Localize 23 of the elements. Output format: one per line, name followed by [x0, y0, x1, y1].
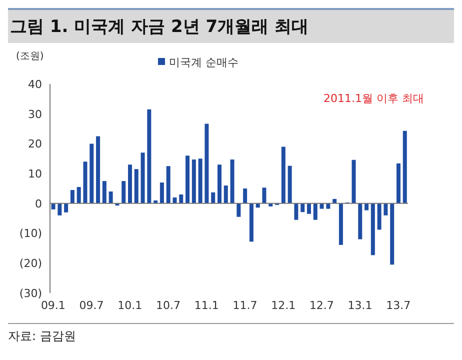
x-tick-label: 10.7	[156, 298, 181, 312]
y-tick-label: 20	[28, 138, 42, 151]
x-tick-label: 13.1	[348, 298, 372, 312]
x-tick-label: 09.7	[79, 298, 104, 312]
y-tick-label: 40	[28, 78, 42, 91]
y-tick-label: (30)	[19, 286, 42, 300]
legend-label: 미국계 순매수	[169, 56, 238, 69]
y-tick-label: (20)	[19, 257, 42, 270]
text: 자료: 금감원	[8, 323, 454, 345]
y-tick-label: 30	[28, 108, 42, 121]
y-axis-title: (조원)	[16, 50, 44, 63]
x-tick-label: 12.7	[309, 298, 334, 312]
annotation: 2011.1월 이후 최대	[324, 91, 424, 106]
y-tick-label: 0	[35, 197, 42, 210]
y-tick-label: (10)	[19, 227, 42, 240]
x-tick-label: 11.7	[232, 298, 258, 312]
x-tick-label: 12.1	[271, 298, 296, 312]
y-tick-label: 10	[28, 167, 42, 180]
x-tick-label: 10.1	[118, 298, 142, 312]
x-tick-label: 09.1	[40, 298, 66, 312]
x-tick-label: 11.1	[194, 298, 219, 312]
chart-title: 그림 1. 미국계 자금 2년 7개월래 최대	[8, 8, 454, 43]
x-tick-label: 13.7	[386, 298, 411, 312]
